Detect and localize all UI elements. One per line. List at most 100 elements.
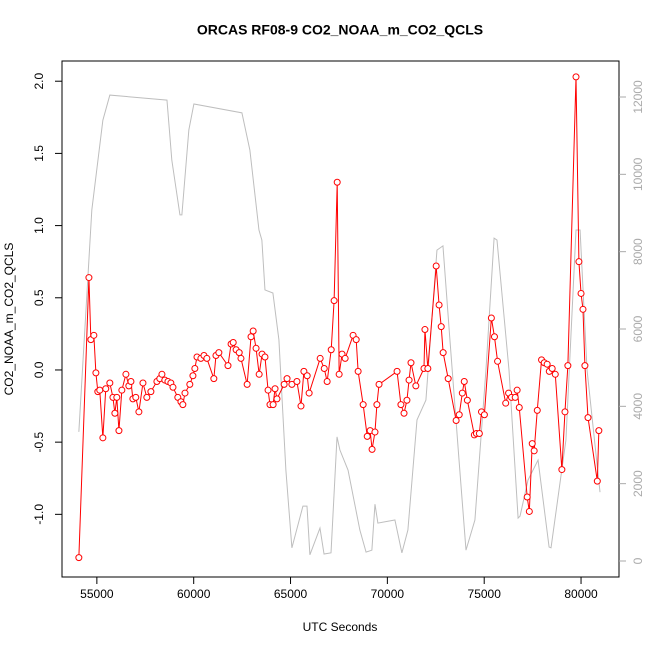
data-point (523, 493, 531, 501)
data-point (106, 379, 114, 387)
data-point (502, 399, 510, 407)
data-point (305, 389, 313, 397)
data-point (271, 385, 279, 393)
data-point (452, 416, 460, 424)
data-point (490, 333, 498, 341)
data-point (439, 349, 447, 357)
data-point (437, 323, 445, 331)
data-point (283, 375, 291, 383)
data-point (203, 354, 211, 362)
y2-tick-label: 0 (631, 557, 645, 564)
data-point (273, 395, 281, 403)
data-point (224, 362, 232, 370)
data-point (412, 382, 420, 390)
data-point (407, 359, 415, 367)
data-point (111, 409, 119, 417)
data-point (435, 301, 443, 309)
data-point (181, 389, 189, 397)
data-point (215, 349, 223, 357)
data-point (323, 378, 331, 386)
data-point (403, 396, 411, 404)
data-point (297, 402, 305, 410)
data-point (525, 507, 533, 515)
data-point (354, 367, 362, 375)
data-point (135, 408, 143, 416)
plot-frame (61, 60, 620, 578)
data-point (494, 357, 502, 365)
data-point (143, 393, 151, 401)
data-point (363, 432, 371, 440)
data-point (118, 386, 126, 394)
data-point (229, 339, 237, 347)
y-tick-label: 2.0 (32, 73, 46, 90)
data-point (96, 386, 104, 394)
data-point (359, 401, 367, 409)
data-point (288, 380, 296, 388)
data-point (397, 401, 405, 409)
x-tick-label: 55000 (80, 587, 114, 601)
x-tick-label: 65000 (274, 587, 308, 601)
data-point (264, 386, 272, 394)
data-point (335, 370, 343, 378)
data-point (458, 389, 466, 397)
data-point (102, 385, 110, 393)
data-point (513, 386, 521, 394)
data-point (75, 554, 83, 562)
data-point (511, 393, 519, 401)
y-tick-label: -1.0 (32, 504, 46, 525)
data-point (432, 262, 440, 270)
data-point (579, 305, 587, 313)
data-point (373, 401, 381, 409)
data-point (352, 336, 360, 344)
data-point (528, 440, 536, 448)
y-axis-label: CO2_NOAA_m_CO2_QCLS (2, 243, 16, 396)
data-point (533, 406, 541, 414)
data-point (303, 372, 311, 380)
data-point (316, 354, 324, 362)
data-point (320, 365, 328, 373)
data-point (595, 427, 603, 435)
data-point (405, 376, 413, 384)
data-point (293, 378, 301, 386)
data-point (548, 365, 556, 373)
data-point (147, 388, 155, 396)
data-point (252, 344, 260, 352)
data-point (99, 434, 107, 442)
data-point (593, 477, 601, 485)
data-point (577, 289, 585, 297)
data-point (400, 409, 408, 417)
data-point (327, 346, 335, 354)
data-point (92, 369, 100, 377)
data-point (584, 414, 592, 422)
data-point (179, 401, 187, 409)
data-point (333, 178, 341, 186)
data-point (375, 380, 383, 388)
y-tick-label: 1.5 (32, 145, 46, 162)
data-point (122, 370, 130, 378)
x-tick-label: 75000 (468, 587, 502, 601)
data-point (572, 73, 580, 81)
y2-tick-label: 2000 (631, 470, 645, 497)
y-tick-label: 0.0 (32, 361, 46, 378)
data-point (132, 393, 140, 401)
data-point (475, 429, 483, 437)
data-point (115, 427, 123, 435)
y-tick-label: 0.5 (32, 289, 46, 306)
data-point (169, 383, 177, 391)
data-point (247, 333, 255, 341)
data-point (330, 297, 338, 305)
data-point (463, 396, 471, 404)
data-point (249, 327, 257, 335)
data-point (515, 404, 523, 412)
data-point (371, 428, 379, 436)
y-tick-label: -0.5 (32, 431, 46, 452)
data-point (113, 393, 121, 401)
data-point (186, 380, 194, 388)
data-point (269, 401, 277, 409)
data-point (393, 367, 401, 375)
x-tick-label: 70000 (371, 587, 405, 601)
data-line (78, 76, 600, 558)
data-point (581, 362, 589, 370)
data-point (368, 445, 376, 453)
